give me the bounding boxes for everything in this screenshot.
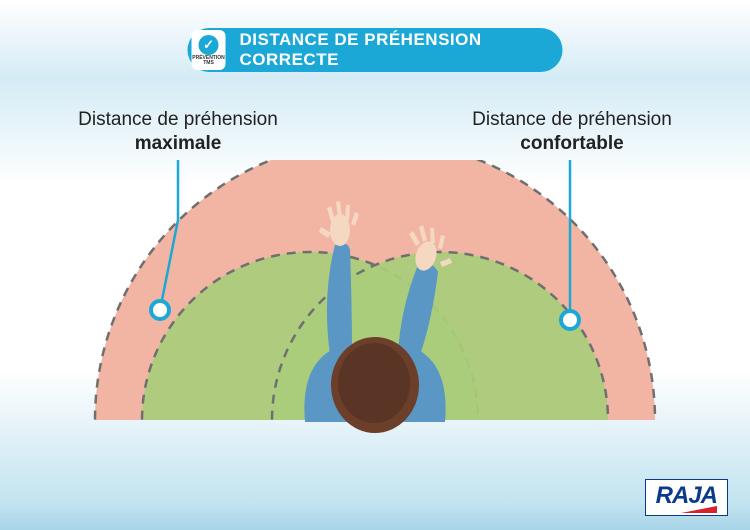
reach-diagram: [0, 160, 750, 460]
label-comfort-distance: Distance de préhension confortable: [462, 108, 682, 156]
header-title: DISTANCE DE PRÉHENSION CORRECTE: [240, 30, 535, 70]
label-max-distance: Distance de préhension maximale: [68, 108, 288, 156]
check-icon: ✓: [199, 35, 219, 55]
badge-text: PRÉVENTION TMS: [192, 56, 225, 66]
logo-text: RAJA: [656, 484, 717, 508]
header-bar: ✓ PRÉVENTION TMS DISTANCE DE PRÉHENSION …: [188, 28, 563, 72]
prevention-badge: ✓ PRÉVENTION TMS: [192, 30, 226, 70]
raja-logo: RAJA: [645, 479, 728, 516]
